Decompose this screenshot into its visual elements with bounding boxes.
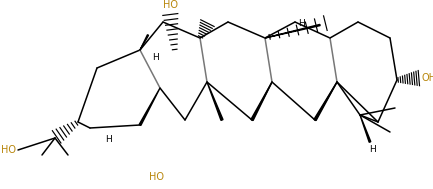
Text: HO: HO xyxy=(1,145,16,155)
Text: HO: HO xyxy=(162,0,178,10)
Text: HO: HO xyxy=(149,172,165,182)
Polygon shape xyxy=(251,82,272,121)
Text: H: H xyxy=(105,135,111,144)
Text: H: H xyxy=(298,19,305,28)
Text: H: H xyxy=(368,145,375,154)
Polygon shape xyxy=(314,82,337,121)
Text: OH: OH xyxy=(422,73,433,83)
Text: H: H xyxy=(152,53,159,63)
Polygon shape xyxy=(139,88,160,125)
Polygon shape xyxy=(265,24,320,38)
Polygon shape xyxy=(360,115,371,142)
Polygon shape xyxy=(140,35,149,50)
Polygon shape xyxy=(207,82,223,120)
